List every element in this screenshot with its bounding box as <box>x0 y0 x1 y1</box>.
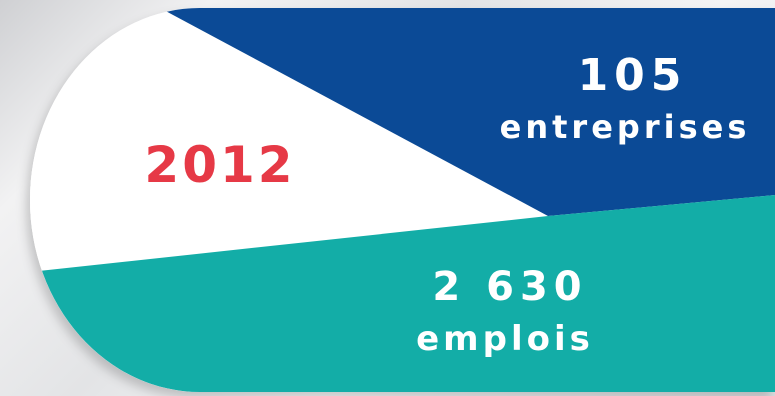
year-label: 2012 <box>144 136 296 194</box>
teal-segment <box>30 195 775 392</box>
blue-segment <box>160 8 775 216</box>
jobs-count: 2 630 <box>432 264 588 310</box>
companies-label: entreprises <box>499 108 751 146</box>
jobs-label: emplois <box>416 319 594 359</box>
companies-count: 105 <box>577 50 688 101</box>
